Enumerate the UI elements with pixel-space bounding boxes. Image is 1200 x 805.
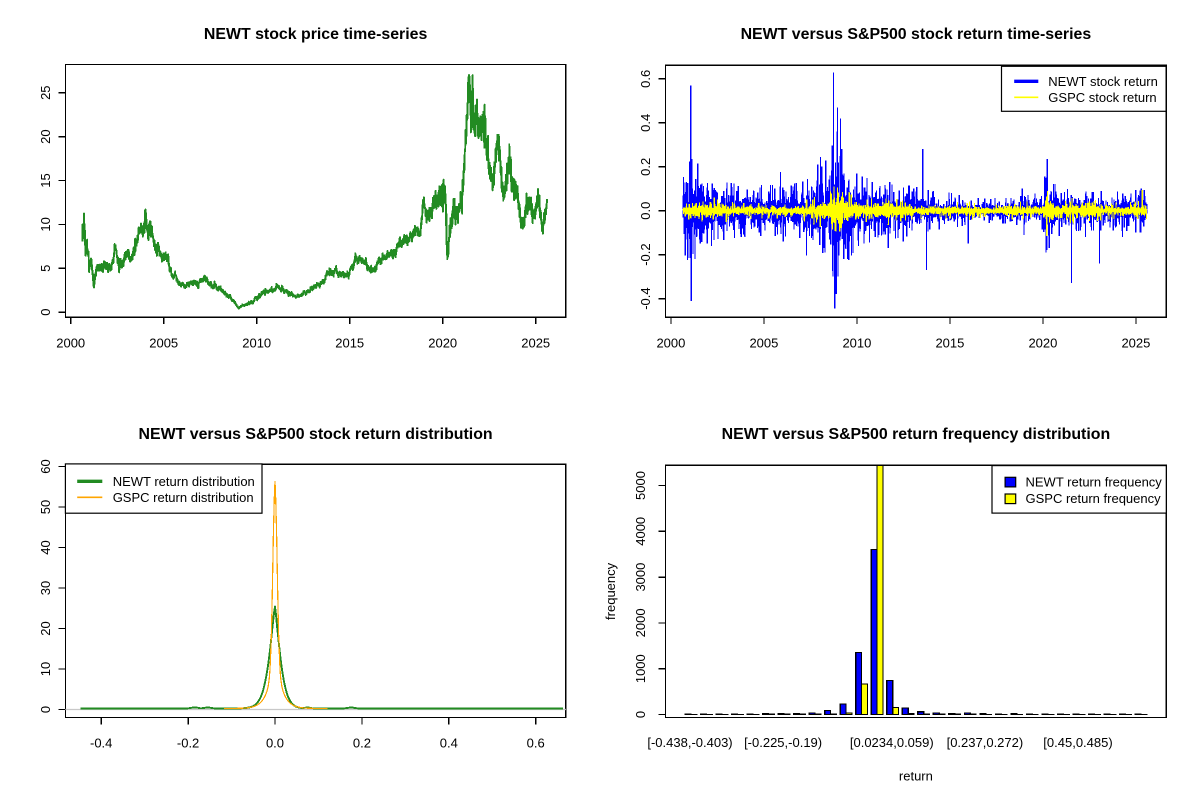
svg-text:40: 40 — [38, 540, 53, 554]
svg-text:2005: 2005 — [749, 335, 778, 350]
svg-text:60: 60 — [38, 459, 53, 473]
svg-text:0.2: 0.2 — [353, 736, 371, 751]
svg-text:2005: 2005 — [149, 335, 178, 350]
svg-text:NEWT return frequency: NEWT return frequency — [1026, 474, 1163, 489]
svg-text:15: 15 — [38, 173, 53, 187]
svg-text:GSPC stock return: GSPC stock return — [1048, 90, 1156, 105]
svg-text:2025: 2025 — [521, 335, 550, 350]
svg-text:5: 5 — [38, 265, 53, 272]
svg-text:GSPC return distribution: GSPC return distribution — [113, 490, 254, 505]
svg-text:20: 20 — [38, 621, 53, 635]
svg-text:NEWT stock price time-series: NEWT stock price time-series — [204, 26, 428, 43]
svg-text:0: 0 — [38, 309, 53, 316]
svg-text:2000: 2000 — [633, 608, 648, 637]
svg-text:4000: 4000 — [633, 517, 648, 546]
svg-text:5000: 5000 — [633, 471, 648, 500]
svg-text:20: 20 — [38, 129, 53, 143]
svg-text:0.4: 0.4 — [440, 736, 458, 751]
svg-text:0.4: 0.4 — [638, 114, 653, 132]
svg-text:-0.2: -0.2 — [177, 736, 199, 751]
svg-text:2010: 2010 — [242, 335, 271, 350]
svg-text:50: 50 — [38, 500, 53, 514]
svg-text:-0.4: -0.4 — [90, 736, 112, 751]
svg-text:25: 25 — [38, 85, 53, 99]
svg-text:10: 10 — [38, 217, 53, 231]
svg-text:2020: 2020 — [1028, 335, 1057, 350]
svg-text:NEWT versus S&P500 stock retur: NEWT versus S&P500 stock return distribu… — [139, 426, 493, 443]
svg-text:0.2: 0.2 — [638, 158, 653, 176]
svg-text:2000: 2000 — [656, 335, 685, 350]
svg-text:0: 0 — [38, 706, 53, 713]
svg-text:3000: 3000 — [633, 563, 648, 592]
svg-text:2015: 2015 — [335, 335, 364, 350]
svg-text:30: 30 — [38, 581, 53, 595]
svg-text:NEWT versus S&P500 stock retur: NEWT versus S&P500 stock return time-ser… — [741, 26, 1092, 43]
svg-text:frequency: frequency — [603, 562, 618, 620]
svg-text:return: return — [899, 769, 933, 784]
svg-text:2025: 2025 — [1121, 335, 1150, 350]
svg-text:[-0.225,-0.19): [-0.225,-0.19) — [744, 735, 822, 750]
svg-text:NEWT return distribution: NEWT return distribution — [113, 474, 255, 489]
svg-text:GSPC return frequency: GSPC return frequency — [1026, 491, 1162, 506]
svg-text:0.6: 0.6 — [638, 70, 653, 88]
svg-text:-0.2: -0.2 — [638, 243, 653, 265]
svg-text:-0.4: -0.4 — [638, 287, 653, 309]
svg-text:NEWT stock return: NEWT stock return — [1048, 74, 1158, 89]
svg-text:[0.0234,0.059): [0.0234,0.059) — [850, 735, 934, 750]
svg-text:2000: 2000 — [56, 335, 85, 350]
svg-text:2020: 2020 — [428, 335, 457, 350]
svg-text:2015: 2015 — [935, 335, 964, 350]
svg-text:10: 10 — [38, 662, 53, 676]
svg-text:[-0.438,-0.403): [-0.438,-0.403) — [647, 735, 732, 750]
svg-text:2010: 2010 — [842, 335, 871, 350]
svg-text:[0.237,0.272): [0.237,0.272) — [947, 735, 1024, 750]
svg-text:0: 0 — [633, 711, 648, 718]
svg-text:1000: 1000 — [633, 654, 648, 683]
svg-text:NEWT versus S&P500 return freq: NEWT versus S&P500 return frequency dist… — [722, 426, 1111, 443]
svg-text:[0.45,0.485): [0.45,0.485) — [1043, 735, 1112, 750]
svg-text:0.0: 0.0 — [266, 736, 284, 751]
svg-text:0.6: 0.6 — [527, 736, 545, 751]
svg-text:0.0: 0.0 — [638, 202, 653, 220]
